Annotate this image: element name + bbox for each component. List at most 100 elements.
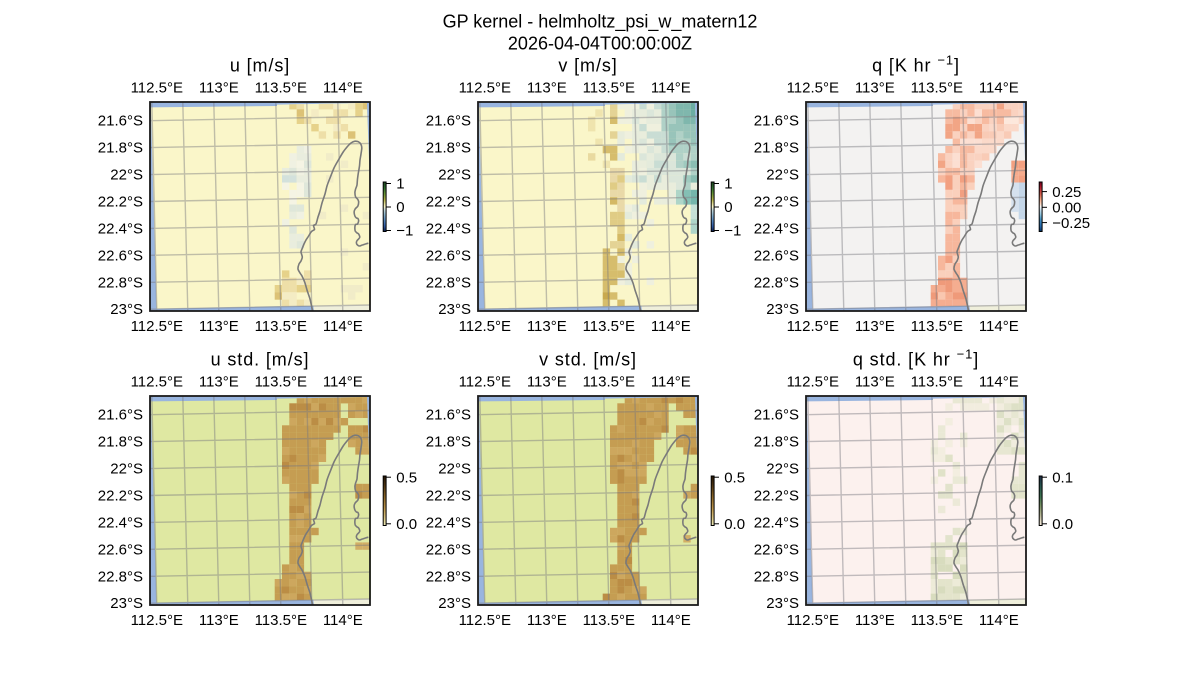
svg-text:114°E: 114°E [323, 374, 363, 391]
svg-text:114°E: 114°E [979, 80, 1019, 97]
svg-text:113.5°E: 113.5°E [255, 80, 307, 97]
svg-text:21.6°S: 21.6°S [426, 113, 471, 130]
svg-text:114°E: 114°E [651, 612, 691, 629]
svg-text:113°E: 113°E [855, 612, 895, 629]
svg-text:113.5°E: 113.5°E [583, 318, 635, 335]
svg-text:114°E: 114°E [979, 612, 1019, 629]
svg-text:113.5°E: 113.5°E [911, 80, 963, 97]
svg-text:22.2°S: 22.2°S [98, 487, 143, 504]
svg-text:112.5°E: 112.5°E [131, 612, 183, 629]
svg-text:u std. [m/s]: u std. [m/s] [211, 350, 310, 370]
svg-text:113°E: 113°E [855, 80, 895, 97]
svg-text:113.5°E: 113.5°E [583, 80, 635, 97]
svg-text:113°E: 113°E [527, 80, 567, 97]
svg-text:22.6°S: 22.6°S [98, 541, 143, 558]
svg-text:114°E: 114°E [651, 374, 691, 391]
svg-text:112.5°E: 112.5°E [131, 80, 183, 97]
svg-text:2026-04-04T00:00:00Z: 2026-04-04T00:00:00Z [508, 34, 692, 54]
svg-text:v [m/s]: v [m/s] [558, 56, 617, 76]
svg-text:1: 1 [724, 176, 732, 193]
svg-text:113.5°E: 113.5°E [583, 612, 635, 629]
svg-text:22.6°S: 22.6°S [754, 247, 799, 264]
svg-text:u [m/s]: u [m/s] [230, 56, 290, 76]
svg-text:22.8°S: 22.8°S [754, 568, 799, 585]
svg-text:22.4°S: 22.4°S [98, 514, 143, 531]
svg-text:q [K hr −1]: q [K hr −1] [872, 53, 960, 76]
svg-text:113.5°E: 113.5°E [255, 374, 307, 391]
svg-text:112.5°E: 112.5°E [787, 612, 839, 629]
svg-text:113.5°E: 113.5°E [255, 612, 307, 629]
svg-text:23°S: 23°S [766, 595, 799, 612]
svg-text:21.8°S: 21.8°S [754, 434, 799, 451]
svg-text:22.4°S: 22.4°S [426, 220, 471, 237]
svg-text:113°E: 113°E [199, 318, 239, 335]
svg-text:22.8°S: 22.8°S [426, 568, 471, 585]
svg-text:22°S: 22°S [110, 461, 143, 478]
svg-text:0: 0 [724, 199, 732, 216]
svg-text:22°S: 22°S [766, 461, 799, 478]
svg-text:114°E: 114°E [651, 80, 691, 97]
svg-text:21.6°S: 21.6°S [754, 113, 799, 130]
svg-text:22°S: 22°S [766, 167, 799, 184]
svg-text:23°S: 23°S [110, 301, 143, 318]
svg-text:113°E: 113°E [527, 318, 567, 335]
svg-text:0: 0 [396, 199, 404, 216]
svg-text:23°S: 23°S [766, 301, 799, 318]
svg-text:−0.25: −0.25 [1052, 215, 1090, 232]
svg-text:21.8°S: 21.8°S [98, 140, 143, 157]
svg-text:22.4°S: 22.4°S [754, 514, 799, 531]
svg-text:112.5°E: 112.5°E [131, 318, 183, 335]
svg-text:−1: −1 [724, 223, 741, 240]
svg-text:0.5: 0.5 [396, 469, 417, 486]
svg-text:q std. [K hr −1]: q std. [K hr −1] [853, 347, 979, 370]
svg-text:22.8°S: 22.8°S [98, 274, 143, 291]
svg-text:22.2°S: 22.2°S [98, 193, 143, 210]
svg-text:22.6°S: 22.6°S [98, 247, 143, 264]
svg-text:22.2°S: 22.2°S [754, 487, 799, 504]
svg-text:22.4°S: 22.4°S [754, 220, 799, 237]
svg-text:22.6°S: 22.6°S [426, 541, 471, 558]
svg-text:112.5°E: 112.5°E [787, 374, 839, 391]
svg-text:113.5°E: 113.5°E [911, 612, 963, 629]
svg-text:114°E: 114°E [323, 80, 363, 97]
svg-text:0.00: 0.00 [1052, 200, 1081, 217]
svg-text:0.0: 0.0 [1052, 516, 1073, 533]
svg-text:113.5°E: 113.5°E [911, 374, 963, 391]
svg-text:114°E: 114°E [323, 612, 363, 629]
svg-text:21.8°S: 21.8°S [426, 434, 471, 451]
svg-text:v std. [m/s]: v std. [m/s] [539, 350, 637, 370]
svg-text:21.8°S: 21.8°S [754, 140, 799, 157]
svg-text:0.25: 0.25 [1052, 184, 1081, 201]
svg-text:112.5°E: 112.5°E [131, 374, 183, 391]
svg-text:21.8°S: 21.8°S [98, 434, 143, 451]
svg-text:22°S: 22°S [110, 167, 143, 184]
svg-text:112.5°E: 112.5°E [787, 318, 839, 335]
svg-text:22°S: 22°S [438, 461, 471, 478]
svg-text:0.1: 0.1 [1052, 469, 1073, 486]
svg-text:22.8°S: 22.8°S [426, 274, 471, 291]
svg-text:GP kernel - helmholtz_psi_w_ma: GP kernel - helmholtz_psi_w_matern12 [443, 12, 758, 33]
svg-text:113°E: 113°E [527, 374, 567, 391]
svg-text:22.2°S: 22.2°S [754, 193, 799, 210]
svg-text:22.2°S: 22.2°S [426, 193, 471, 210]
svg-text:114°E: 114°E [651, 318, 691, 335]
svg-text:113°E: 113°E [527, 612, 567, 629]
svg-text:21.6°S: 21.6°S [98, 407, 143, 424]
svg-text:1: 1 [396, 176, 404, 193]
svg-text:22.6°S: 22.6°S [754, 541, 799, 558]
svg-text:0.0: 0.0 [396, 516, 417, 533]
svg-text:23°S: 23°S [438, 595, 471, 612]
svg-text:113.5°E: 113.5°E [583, 374, 635, 391]
svg-text:112.5°E: 112.5°E [459, 612, 511, 629]
svg-text:21.6°S: 21.6°S [754, 407, 799, 424]
svg-text:113.5°E: 113.5°E [255, 318, 307, 335]
svg-text:113°E: 113°E [855, 374, 895, 391]
svg-text:113°E: 113°E [855, 318, 895, 335]
svg-text:22.4°S: 22.4°S [98, 220, 143, 237]
svg-text:−1: −1 [396, 223, 413, 240]
svg-text:23°S: 23°S [438, 301, 471, 318]
svg-text:22.6°S: 22.6°S [426, 247, 471, 264]
svg-text:112.5°E: 112.5°E [459, 80, 511, 97]
svg-text:22.2°S: 22.2°S [426, 487, 471, 504]
svg-text:22.4°S: 22.4°S [426, 514, 471, 531]
